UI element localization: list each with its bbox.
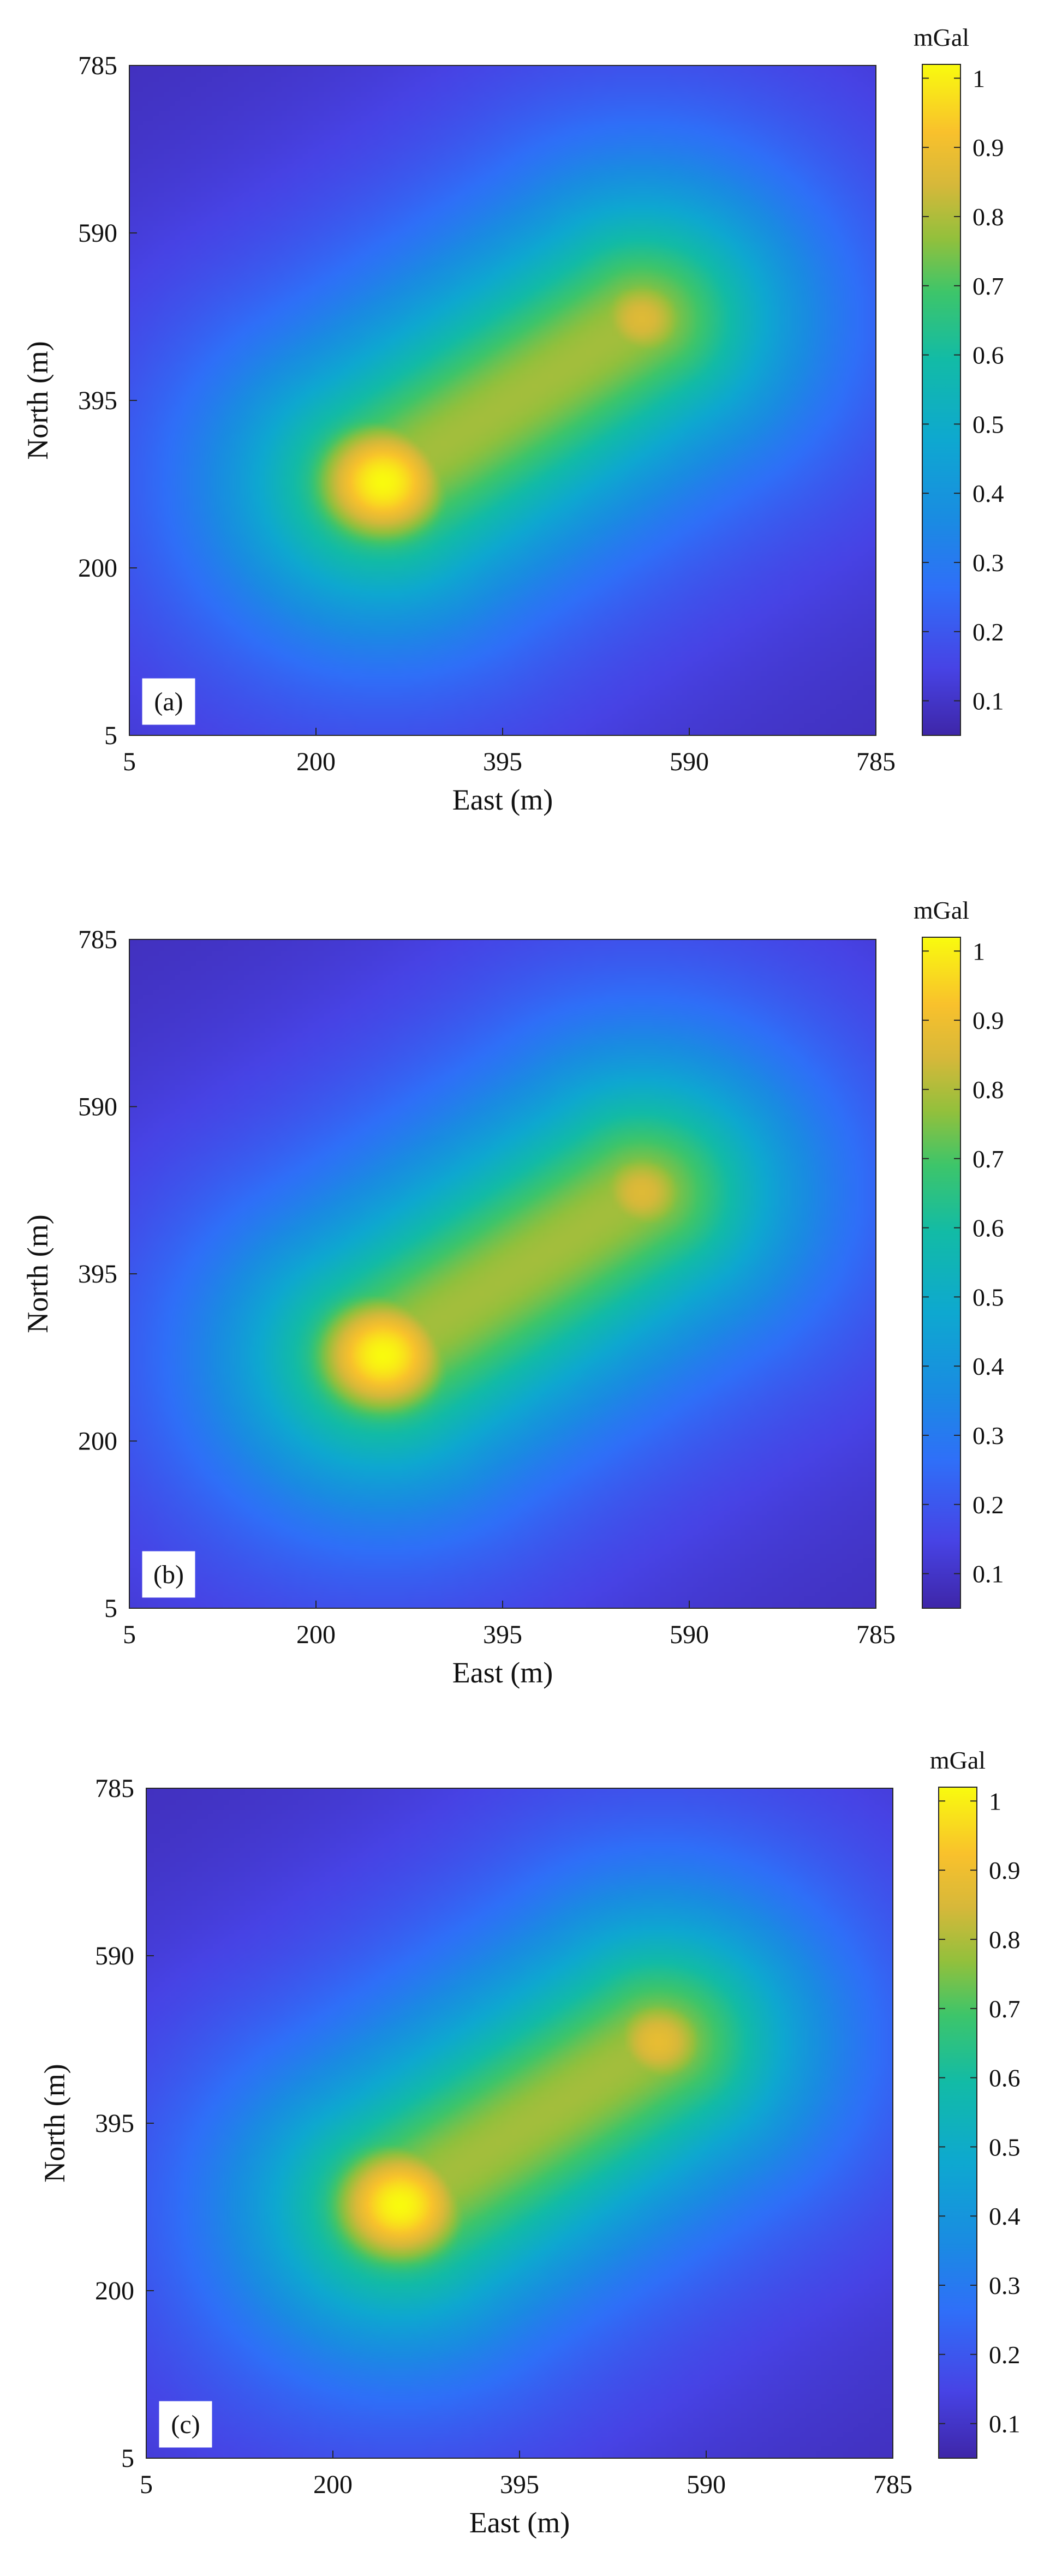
- colorbar: [922, 937, 960, 1608]
- panel-label: (c): [171, 2410, 200, 2439]
- x-tick-label: 590: [670, 747, 709, 776]
- x-tick-label: 5: [123, 747, 136, 776]
- x-tick-label: 5: [140, 2470, 153, 2499]
- x-tick-label: 200: [296, 1620, 336, 1649]
- y-tick-label: 5: [104, 721, 117, 750]
- colorbar-tick-label: 0.3: [972, 549, 1004, 577]
- panel-label: (a): [154, 687, 183, 716]
- colorbar-tick-label: 0.9: [972, 1007, 1004, 1034]
- colorbar-tick-label: 0.3: [989, 2272, 1021, 2299]
- colorbar-tick-label: 0.1: [989, 2410, 1021, 2438]
- y-tick-label: 785: [78, 925, 117, 954]
- panel-label-box: [142, 678, 195, 725]
- y-tick-label: 395: [78, 386, 117, 415]
- panel-c: 5 200 395 590 785 5 200 395 590 785 East (m) North …: [38, 1746, 1021, 2539]
- colorbar: [939, 1787, 977, 2458]
- colorbar-tick-label: 1: [972, 937, 985, 965]
- x-tick-label: 200: [313, 2470, 353, 2499]
- x-tick-label: 5: [123, 1620, 136, 1649]
- colorbar-tick-label: 1: [989, 1787, 1001, 1815]
- x-tick-label: 395: [500, 2470, 539, 2499]
- colorbar-tick-label: 0.4: [972, 1352, 1004, 1380]
- x-axis-label: East (m): [452, 1656, 553, 1689]
- colorbar-tick-label: 1: [972, 64, 985, 92]
- colorbar-tick-label: 0.7: [972, 1145, 1004, 1173]
- colorbar-tick-label: 0.4: [972, 480, 1004, 507]
- colorbar-unit-label: mGal: [930, 1746, 986, 1774]
- colorbar-tick-label: 0.7: [989, 1995, 1021, 2023]
- y-tick-label: 590: [78, 1093, 117, 1122]
- colorbar-unit-label: mGal: [914, 896, 969, 924]
- y-axis-label: North (m): [21, 1214, 54, 1333]
- colorbar-tick-label: 0.5: [972, 1283, 1004, 1311]
- colorbar-tick-label: 0.8: [989, 1926, 1021, 1954]
- colorbar: [922, 64, 960, 735]
- y-tick-label: 785: [78, 51, 117, 80]
- x-tick-label: 785: [856, 1620, 896, 1649]
- y-tick-label: 200: [78, 1427, 117, 1456]
- x-tick-label: 395: [483, 747, 522, 776]
- heatmap-image: [129, 939, 876, 1608]
- colorbar-tick-label: 0.4: [989, 2202, 1021, 2230]
- x-tick-label: 590: [670, 1620, 709, 1649]
- x-tick-label: 785: [873, 2470, 912, 2499]
- colorbar-tick-label: 0.1: [972, 1560, 1004, 1588]
- panel-b: 5 200 395 590 785 5 200 395 590 785 East (m) North …: [21, 896, 1004, 1689]
- x-tick-label: 785: [856, 747, 896, 776]
- panel-label-box: [142, 1551, 195, 1598]
- colorbar-tick-label: 0.9: [972, 134, 1004, 161]
- y-tick-label: 395: [78, 1260, 117, 1289]
- colorbar-tick-label: 0.6: [972, 1214, 1004, 1242]
- y-tick-label: 785: [95, 1774, 134, 1803]
- y-tick-label: 5: [104, 1594, 117, 1623]
- colorbar-unit-label: mGal: [914, 23, 969, 51]
- colorbar-tick-label: 0.7: [972, 272, 1004, 300]
- colorbar-tick-label: 0.5: [972, 410, 1004, 438]
- x-axis-label: East (m): [469, 2506, 570, 2539]
- x-tick-label: 395: [483, 1620, 522, 1649]
- x-axis-label: East (m): [452, 783, 553, 816]
- x-tick-label: 590: [687, 2470, 726, 2499]
- panel-a: 5 200 395 590 785 5 200 395 590 785 East (m) North …: [21, 23, 1004, 816]
- heatmap-image: [129, 65, 876, 735]
- panel-label: (b): [153, 1560, 184, 1589]
- colorbar-frame: [922, 64, 961, 736]
- colorbar-tick-label: 0.2: [989, 2341, 1021, 2369]
- heatmap-image: [146, 1788, 893, 2458]
- y-tick-label: 200: [95, 2277, 134, 2305]
- colorbar-tick-label: 0.5: [989, 2133, 1021, 2161]
- colorbar-tick-label: 0.8: [972, 1076, 1004, 1104]
- colorbar-tick-label: 0.6: [972, 342, 1004, 369]
- y-tick-label: 5: [121, 2444, 134, 2473]
- y-tick-label: 590: [95, 1942, 134, 1970]
- colorbar-tick-label: 0.1: [972, 687, 1004, 715]
- colorbar-frame: [938, 1787, 977, 2459]
- panel-label-box: [159, 2401, 212, 2448]
- colorbar-tick-label: 0.9: [989, 1856, 1021, 1884]
- y-axis-label: North (m): [38, 2064, 71, 2182]
- colorbar-tick-label: 0.8: [972, 203, 1004, 231]
- colorbar-frame: [922, 937, 961, 1609]
- colorbar-tick-label: 0.3: [972, 1422, 1004, 1449]
- y-axis-label: North (m): [21, 341, 54, 459]
- x-tick-label: 200: [296, 747, 336, 776]
- colorbar-tick-label: 0.2: [972, 618, 1004, 646]
- colorbar-tick-label: 0.2: [972, 1491, 1004, 1519]
- colorbar-tick-label: 0.6: [989, 2064, 1021, 2092]
- y-tick-label: 395: [95, 2109, 134, 2138]
- y-tick-label: 590: [78, 219, 117, 248]
- y-tick-label: 200: [78, 554, 117, 583]
